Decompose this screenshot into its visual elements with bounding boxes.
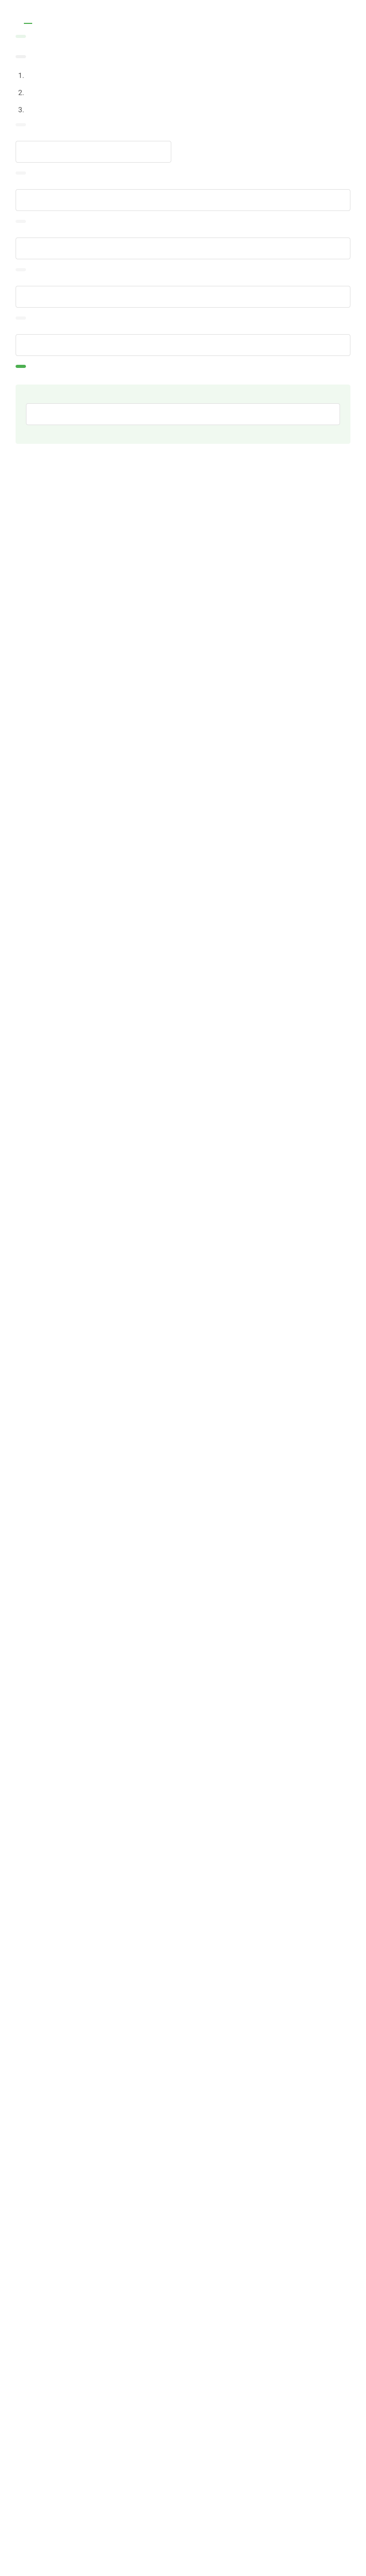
algorithm-item	[26, 104, 350, 117]
step1-tag	[16, 55, 26, 58]
subtask-v[interactable]	[57, 19, 65, 23]
chart5-box	[16, 334, 350, 356]
algorithm-item	[26, 87, 350, 100]
chart4-box	[16, 286, 350, 308]
step3-tag	[16, 171, 26, 175]
step6-tag	[16, 316, 26, 320]
subtask-a[interactable]	[24, 19, 32, 24]
dano-tag	[16, 35, 26, 38]
chart2-box	[16, 189, 350, 211]
step4-tag	[16, 220, 26, 223]
subtask-g[interactable]	[74, 19, 82, 23]
step5-tag	[16, 268, 26, 271]
answer-section	[16, 385, 350, 444]
algorithm-item	[26, 70, 350, 83]
chart1-box	[16, 141, 171, 163]
chart3-box	[16, 237, 350, 259]
chart6-box	[26, 403, 340, 425]
subtasks-nav	[16, 19, 350, 24]
subtask-b[interactable]	[40, 19, 49, 23]
algorithm-list	[26, 70, 350, 117]
answer-tag	[16, 365, 26, 368]
step2-tag	[16, 123, 26, 126]
